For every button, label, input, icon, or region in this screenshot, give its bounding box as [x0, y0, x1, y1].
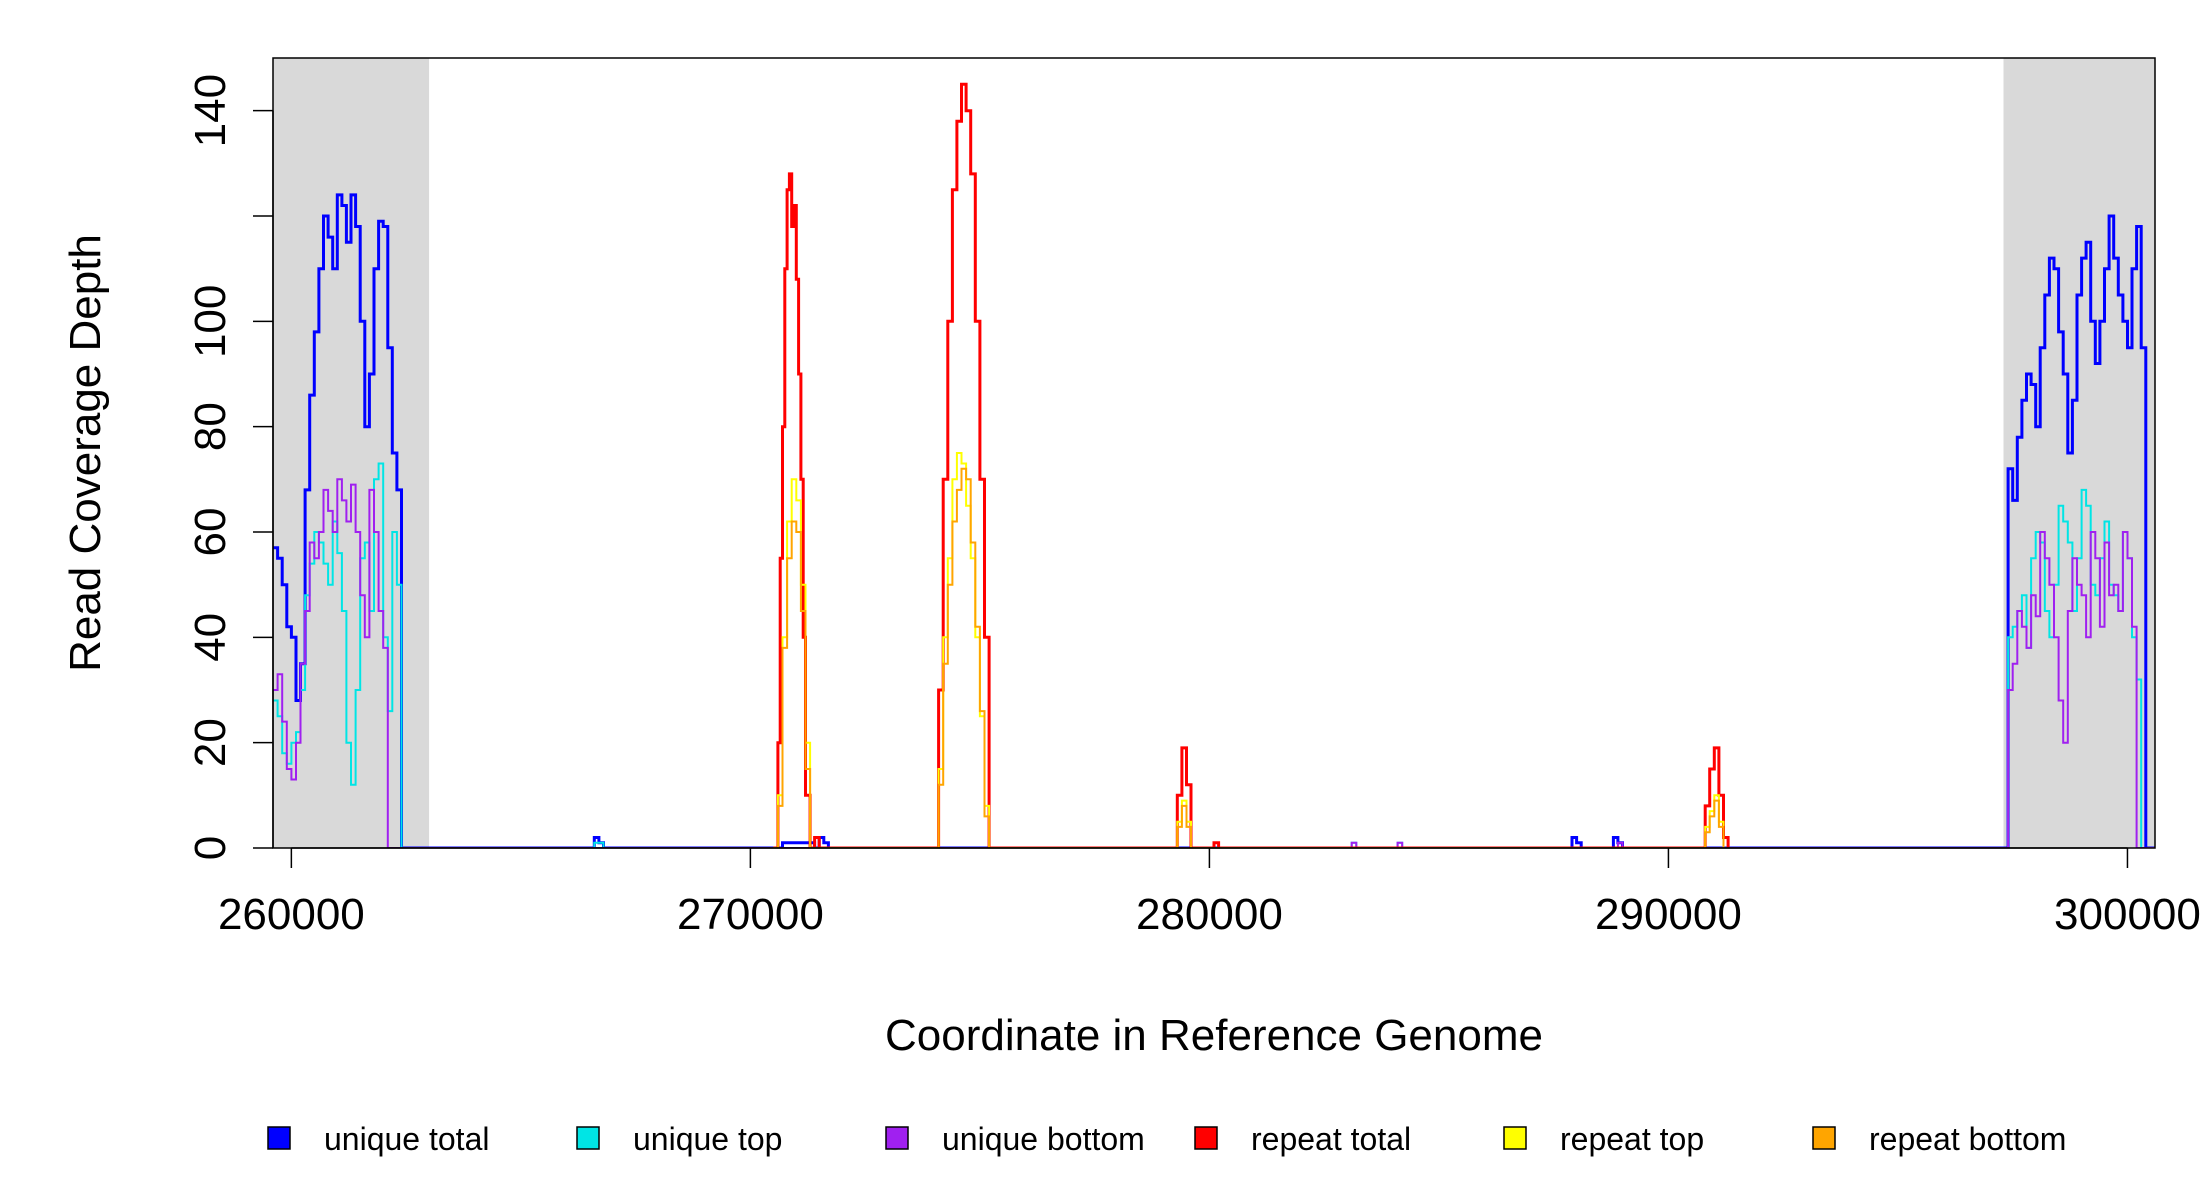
series-line-repeat-top [773, 452, 1725, 848]
legend-swatch-repeat-total [1194, 1126, 1218, 1150]
series-line-unique-top [273, 462, 2155, 848]
legend-swatch-repeat-top [1503, 1126, 1527, 1150]
y-tick-label: 20 [186, 718, 235, 767]
plot-area [273, 58, 2155, 848]
legend-swatch-unique-bottom [885, 1126, 909, 1150]
shaded-region-1 [273, 58, 430, 848]
y-axis-title: Read Coverage Depth [61, 234, 110, 672]
legend-swatch-unique-total [267, 1126, 291, 1150]
x-tick-label: 290000 [1595, 890, 1742, 939]
x-tick-label: 270000 [677, 890, 824, 939]
axes: 260000 270000 280000 290000 300000 0 20 40 60 80 1… [186, 57, 2200, 939]
y-tick-label: 80 [186, 402, 235, 451]
series-line-repeat-bottom [773, 467, 1725, 848]
legend-label-repeat-total: repeat total [1251, 1121, 1411, 1157]
legend-label-repeat-bottom: repeat bottom [1869, 1121, 2066, 1157]
y-tick-label: 40 [186, 613, 235, 662]
y-tick-label: 100 [186, 285, 235, 358]
shaded-region-2 [2003, 58, 2155, 848]
series-line-unique-bottom [273, 478, 2155, 848]
plot-frame [272, 57, 2156, 849]
legend-label-unique-top: unique top [633, 1121, 782, 1157]
series-line-repeat-total [773, 82, 1730, 848]
legend-label-unique-bottom: unique bottom [942, 1121, 1145, 1157]
legend-swatch-unique-top [576, 1126, 600, 1150]
legend-swatch-repeat-bottom [1812, 1126, 1836, 1150]
legend-label-repeat-top: repeat top [1560, 1121, 1704, 1157]
y-tick-label: 0 [186, 836, 235, 860]
x-tick-label: 280000 [1136, 890, 1283, 939]
x-axis-title: Coordinate in Reference Genome [885, 1011, 1543, 1060]
y-tick-label: 140 [186, 74, 235, 147]
series-line-unique-total [273, 193, 2155, 848]
x-tick-label: 300000 [2054, 890, 2200, 939]
legend-label-unique-total: unique total [324, 1121, 489, 1157]
x-tick-label: 260000 [218, 890, 365, 939]
y-tick-label: 60 [186, 508, 235, 557]
legend: unique total unique top unique bottom repea… [267, 1121, 2066, 1157]
